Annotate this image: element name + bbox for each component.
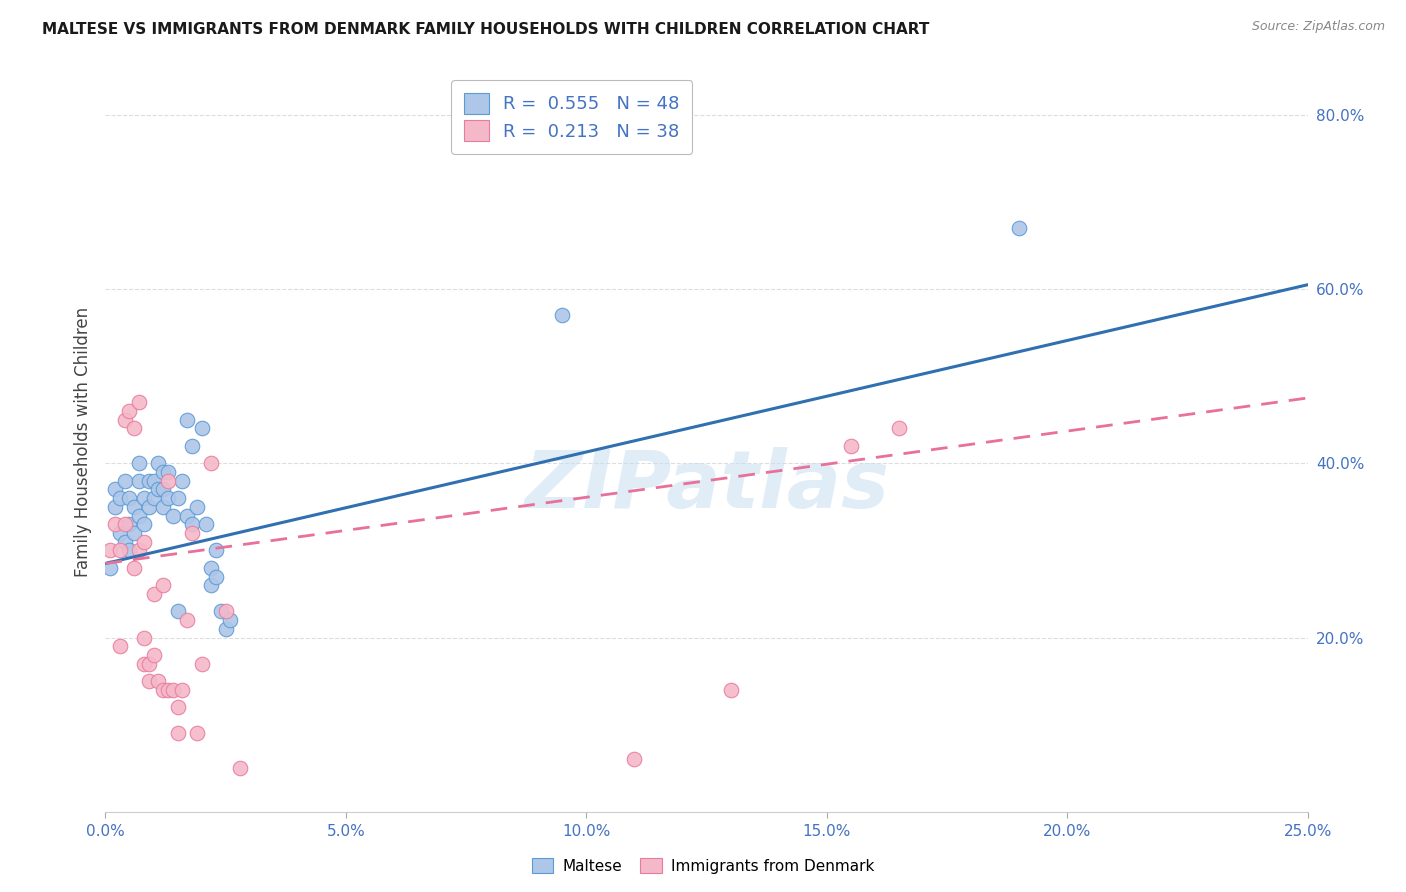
Point [1008, 221, 1031, 235]
Point [190, 657, 212, 671]
Legend: R =  0.555   N = 48, R =  0.213   N = 38: R = 0.555 N = 48, R = 0.213 N = 38 [451, 80, 692, 153]
Point [124, 526, 146, 541]
Point [138, 657, 160, 671]
Point [98, 543, 121, 558]
Point [166, 604, 188, 618]
Point [142, 474, 165, 488]
Point [148, 483, 170, 497]
Point [887, 421, 910, 435]
Point [176, 613, 198, 627]
Point [142, 491, 165, 505]
Point [104, 500, 127, 514]
Point [152, 500, 174, 514]
Point [128, 456, 150, 470]
Point [124, 561, 146, 575]
Point [142, 587, 165, 601]
Point [132, 491, 155, 505]
Text: ZIPatlas: ZIPatlas [524, 447, 889, 525]
Point [148, 674, 170, 689]
Legend: Maltese, Immigrants from Denmark: Maltese, Immigrants from Denmark [526, 852, 880, 880]
Point [114, 517, 136, 532]
Point [104, 517, 127, 532]
Point [214, 604, 236, 618]
Point [118, 491, 141, 505]
Point [205, 543, 228, 558]
Point [219, 613, 242, 627]
Point [114, 413, 136, 427]
Point [114, 474, 136, 488]
Point [166, 726, 188, 740]
Point [128, 508, 150, 523]
Point [108, 543, 131, 558]
Point [623, 752, 645, 766]
Point [128, 543, 150, 558]
Point [205, 569, 228, 583]
Point [138, 674, 160, 689]
Text: Source: ZipAtlas.com: Source: ZipAtlas.com [1251, 20, 1385, 33]
Point [156, 491, 179, 505]
Point [148, 456, 170, 470]
Text: MALTESE VS IMMIGRANTS FROM DENMARK FAMILY HOUSEHOLDS WITH CHILDREN CORRELATION C: MALTESE VS IMMIGRANTS FROM DENMARK FAMIL… [42, 22, 929, 37]
Point [108, 639, 131, 653]
Point [162, 508, 184, 523]
Point [132, 657, 155, 671]
Point [172, 682, 194, 697]
Point [142, 648, 165, 662]
Point [114, 534, 136, 549]
Point [190, 421, 212, 435]
Point [200, 456, 222, 470]
Point [181, 517, 204, 532]
Point [156, 465, 179, 479]
Point [124, 500, 146, 514]
Point [118, 404, 141, 418]
Point [186, 726, 208, 740]
Point [108, 491, 131, 505]
Point [152, 578, 174, 592]
Point [181, 526, 204, 541]
Point [156, 474, 179, 488]
Point [156, 682, 179, 697]
Point [128, 474, 150, 488]
Point [152, 465, 174, 479]
Point [138, 500, 160, 514]
Point [551, 308, 574, 322]
Point [132, 631, 155, 645]
Point [166, 491, 188, 505]
Point [132, 534, 155, 549]
Point [200, 561, 222, 575]
Point [176, 508, 198, 523]
Y-axis label: Family Households with Children: Family Households with Children [73, 307, 91, 576]
Point [229, 761, 252, 775]
Point [176, 413, 198, 427]
Point [166, 700, 188, 714]
Point [172, 474, 194, 488]
Point [104, 483, 127, 497]
Point [200, 578, 222, 592]
Point [152, 682, 174, 697]
Point [839, 439, 862, 453]
Point [162, 682, 184, 697]
Point [138, 474, 160, 488]
Point [128, 395, 150, 409]
Point [214, 622, 236, 636]
Point [720, 682, 742, 697]
Point [108, 526, 131, 541]
Point [181, 439, 204, 453]
Point [98, 561, 121, 575]
Point [118, 517, 141, 532]
Point [124, 421, 146, 435]
Point [132, 517, 155, 532]
Point [186, 500, 208, 514]
Point [118, 543, 141, 558]
Point [195, 517, 218, 532]
Point [209, 604, 232, 618]
Point [152, 483, 174, 497]
